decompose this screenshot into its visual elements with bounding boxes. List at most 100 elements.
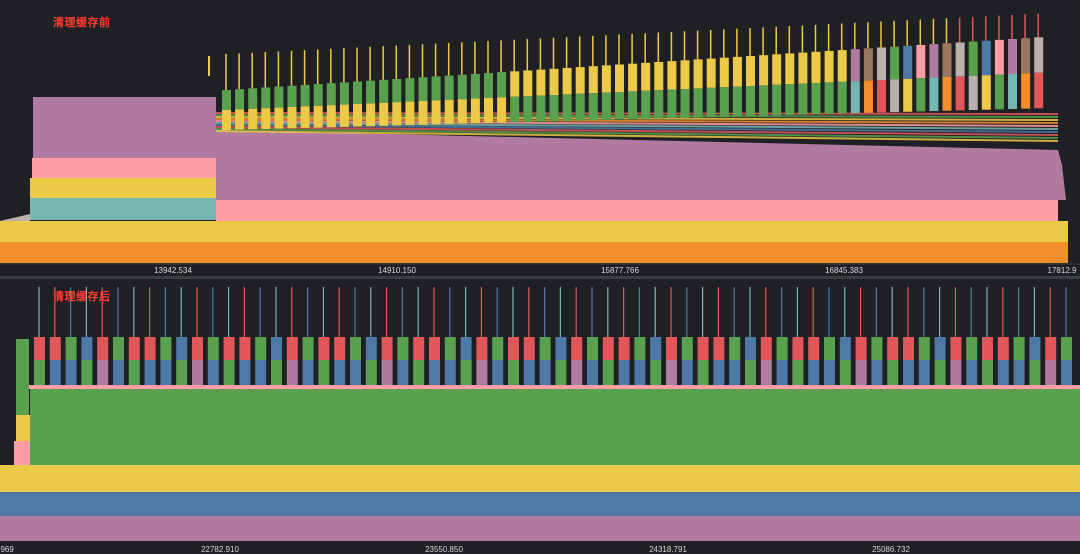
spike-block (365, 337, 377, 360)
spike-block (239, 360, 251, 385)
spike-block (562, 94, 572, 121)
spike-block (811, 51, 821, 83)
spike-block (287, 107, 297, 129)
x-tick-label: 13942.534 (154, 266, 192, 275)
spike-block (934, 360, 946, 385)
spike-block (379, 79, 389, 103)
spike-block (824, 360, 835, 385)
spike-block (871, 360, 883, 385)
spike-block (1029, 360, 1041, 385)
spike-block (239, 337, 251, 360)
spike-block (334, 360, 346, 385)
x-tick-label: 22782.910 (201, 545, 239, 554)
spike-block (287, 85, 297, 107)
spike-block (877, 47, 886, 80)
spike-block (81, 337, 93, 360)
band-green (30, 389, 1080, 465)
x-tick-label: 24318.791 (649, 545, 687, 554)
spike-block (350, 337, 361, 360)
spike-block (350, 360, 361, 385)
spike-block (745, 360, 756, 385)
spike-block (457, 99, 467, 124)
spike-block (222, 110, 231, 130)
spike-block (824, 82, 834, 114)
spike-block (1045, 337, 1057, 360)
spike-block (877, 80, 886, 113)
band-yellow-left-top (16, 415, 30, 441)
spike-block (824, 50, 834, 83)
spike-block (667, 89, 677, 119)
spike-block (235, 89, 245, 110)
spike-block (934, 337, 946, 360)
x-tick-label: 23550.850 (425, 545, 463, 554)
spike-block (982, 360, 993, 385)
spike-block (839, 360, 851, 385)
spike-block (955, 42, 965, 77)
band-pink-thin (28, 385, 1080, 389)
spike-block (955, 76, 965, 111)
spike-block (555, 360, 567, 385)
band-yellow-left (12, 465, 30, 492)
spike-block (255, 360, 267, 385)
spike-block (510, 96, 520, 123)
band-purple-right (216, 130, 1066, 200)
spike-block (562, 67, 572, 95)
spike-block (381, 337, 393, 360)
spike-block (431, 100, 441, 125)
spike-block (968, 75, 978, 111)
spike-block (681, 337, 693, 360)
spike-block (785, 84, 795, 115)
spike-block (302, 337, 314, 360)
spike-block (418, 101, 428, 125)
spike-block (839, 337, 851, 360)
spike-block (65, 337, 77, 360)
spike-block (950, 337, 962, 360)
spike-block (444, 75, 454, 100)
spike-block (339, 104, 349, 127)
spike-block (381, 360, 393, 385)
spike-block (706, 58, 716, 88)
spike-block (261, 87, 271, 109)
spike-block (732, 86, 742, 117)
spike-block (615, 64, 624, 92)
spike-block (128, 337, 140, 360)
spike-block (207, 337, 219, 360)
spike-block (318, 360, 330, 385)
spike-block (313, 84, 323, 106)
spike-block (890, 46, 900, 80)
spike-block (571, 360, 583, 385)
spike-block (492, 337, 504, 360)
spike-block (745, 337, 756, 360)
x-tick-label: 25086.732 (872, 545, 910, 554)
spike-block (602, 360, 614, 385)
spike-block (997, 337, 1009, 360)
spike-block (113, 337, 124, 360)
spike-block (693, 59, 703, 89)
spike-block (176, 337, 188, 360)
band-purple (0, 516, 1080, 541)
spike-block (223, 360, 235, 385)
spike-block (811, 83, 821, 115)
spike-block (729, 360, 741, 385)
spike-block (634, 360, 646, 385)
x-tick-label: 17812.9 (1048, 266, 1077, 275)
band-stripe (216, 130, 1058, 142)
spike-block (429, 360, 440, 385)
spike-block (255, 337, 267, 360)
spike-block (160, 360, 172, 385)
spike-block (654, 90, 664, 119)
band-purple-left (33, 97, 216, 158)
spike-block (615, 92, 624, 120)
spike-block (523, 96, 533, 122)
spike-block (667, 61, 677, 90)
spike-block (326, 105, 336, 128)
spike-block (641, 90, 651, 119)
spike-block (628, 91, 638, 120)
chart-before-plot: 13942.534 14910.150 15877.766 16845.383 1781… (0, 13, 1080, 275)
spike-block (300, 106, 310, 128)
spike-block (549, 95, 559, 122)
spike-block (966, 337, 978, 360)
spike-block (334, 337, 346, 360)
spike-block (405, 78, 415, 102)
spike-block (887, 337, 899, 360)
